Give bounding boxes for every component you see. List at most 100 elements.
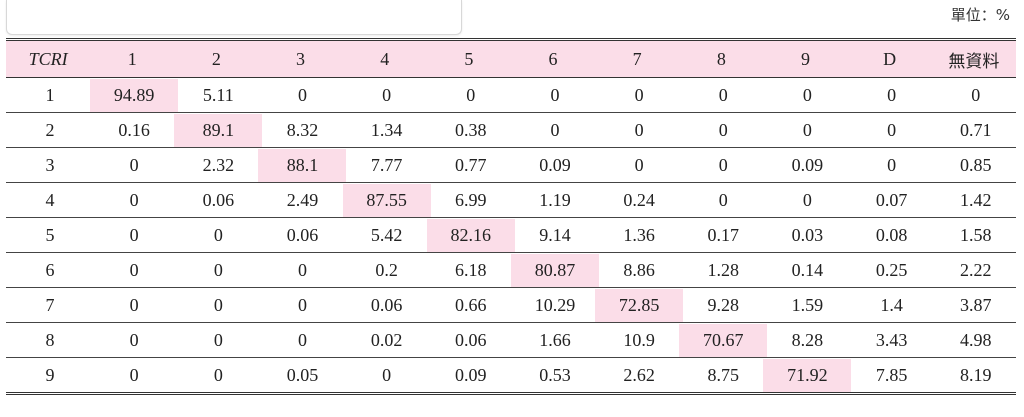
cell-value: 1.34 xyxy=(370,119,403,140)
table-cell: 0 xyxy=(426,77,511,113)
diagonal-cell-value: 88.1 xyxy=(258,148,347,182)
table-header: TCRI 1 2 3 4 5 6 7 8 9 D 無資料 xyxy=(6,39,1016,78)
cell-value: 5.11 xyxy=(202,84,234,105)
cell-value: 0.24 xyxy=(623,189,655,210)
table-cell: 0.09 xyxy=(763,147,848,183)
diagonal-cell-value: 72.85 xyxy=(595,288,684,322)
table-cell: 0.02 xyxy=(342,322,427,358)
cell-value: 0.38 xyxy=(455,119,487,140)
table-cell: 0.71 xyxy=(931,112,1016,148)
table-cell: 0.24 xyxy=(595,182,680,218)
table-cell: 87.55 xyxy=(342,182,431,218)
cell-value: 0 xyxy=(213,224,223,245)
cell-value: 0.02 xyxy=(370,329,403,350)
cell-value: 0 xyxy=(297,259,307,280)
table-row: 3 0 2.32 88.1 7.77 0.77 0.09 0 0 0.09 0 0.85 xyxy=(6,147,1016,183)
header-col-8: 8 xyxy=(679,39,764,78)
cell-value: 6.99 xyxy=(455,189,487,210)
cell-value: 4.98 xyxy=(959,329,992,350)
table-cell: 1.42 xyxy=(931,182,1016,218)
cell-value: 0.05 xyxy=(286,364,319,385)
cell-value: 0.14 xyxy=(791,259,824,280)
table-cell: 3.43 xyxy=(847,322,932,358)
header-col-9: 9 xyxy=(763,39,848,78)
cell-value: 0.09 xyxy=(791,154,824,175)
table-row: 6 0 0 0 0.2 6.18 80.87 8.86 1.28 0.14 0.25 2.22 xyxy=(6,252,1016,288)
header-tcri: TCRI xyxy=(6,39,91,78)
table-cell: 1.4 xyxy=(847,287,932,323)
table-cell: 88.1 xyxy=(258,147,347,183)
header-col-7: 7 xyxy=(595,39,680,78)
cell-value: 0 xyxy=(129,189,139,210)
cell-value: 0.03 xyxy=(791,224,824,245)
cell-value: 0 xyxy=(971,84,981,105)
row-label: 2 xyxy=(6,112,91,148)
table-cell: 0.06 xyxy=(426,322,511,358)
table-cell: 0.09 xyxy=(426,357,511,395)
cell-value: 0.85 xyxy=(959,154,992,175)
table-cell: 0 xyxy=(763,112,848,148)
cell-value: 1.59 xyxy=(791,294,824,315)
cell-value: 0 xyxy=(466,84,476,105)
cell-value: 0 xyxy=(297,294,307,315)
table-cell: 4.98 xyxy=(931,322,1016,358)
cell-value: 0.06 xyxy=(286,224,319,245)
cell-value: 0 xyxy=(213,329,223,350)
cell-value: 1 xyxy=(45,84,55,105)
header-col-4: 4 xyxy=(342,39,427,78)
cell-value: 2 xyxy=(45,119,55,140)
diagonal-cell-value: 87.55 xyxy=(342,183,431,217)
table-cell: 2.32 xyxy=(174,147,259,183)
table-cell: 0 xyxy=(258,322,343,358)
table-cell: 0.17 xyxy=(679,217,764,253)
cell-value: 0.66 xyxy=(455,294,487,315)
table-cell: 3.87 xyxy=(931,287,1016,323)
cell-value: 0.2 xyxy=(375,259,398,280)
cell-value: 0 xyxy=(634,84,644,105)
cell-value: 5.42 xyxy=(370,224,403,245)
row-label: 5 xyxy=(6,217,91,253)
table-row: 7 0 0 0 0.06 0.66 10.29 72.85 9.28 1.59 1.4 3.87 xyxy=(6,287,1016,323)
header-col-11: 無資料 xyxy=(931,39,1016,78)
table-cell: 2.22 xyxy=(931,252,1016,288)
cell-value: 10.9 xyxy=(623,329,655,350)
table-cell: 0 xyxy=(90,322,175,358)
cell-value: 5 xyxy=(45,224,55,245)
table-row: 9 0 0 0.05 0 0.09 0.53 2.62 8.75 71.92 7.85 8.19 xyxy=(6,357,1016,395)
table-cell: 1.58 xyxy=(931,217,1016,253)
cell-value: 0 xyxy=(213,259,223,280)
cell-value: 2.32 xyxy=(202,154,235,175)
cell-value: 9.28 xyxy=(707,294,740,315)
table-cell: 0 xyxy=(90,217,175,253)
cell-value: 0 xyxy=(297,84,307,105)
table-cell: 0 xyxy=(595,112,680,148)
table-row: 5 0 0 0.06 5.42 82.16 9.14 1.36 0.17 0.03 0.08 1.58 xyxy=(6,217,1016,253)
table-cell: 0.2 xyxy=(342,252,427,288)
table-cell: 1.28 xyxy=(679,252,764,288)
cell-value: 0 xyxy=(129,259,139,280)
table-cell: 1.59 xyxy=(763,287,848,323)
cell-value: 0.06 xyxy=(370,294,403,315)
cell-value: 0.07 xyxy=(875,189,908,210)
cell-value: 0 xyxy=(802,189,812,210)
cell-value: 0 xyxy=(887,154,897,175)
table-cell: 0 xyxy=(763,182,848,218)
header-col-3: 3 xyxy=(258,39,343,78)
row-label: 8 xyxy=(6,322,91,358)
table-cell: 0 xyxy=(510,77,596,113)
cell-value: 0.16 xyxy=(118,119,150,140)
table-cell: 0 xyxy=(763,77,848,113)
table-cell: 0 xyxy=(342,357,427,395)
table-cell: 1.36 xyxy=(595,217,680,253)
cell-value: 0 xyxy=(718,84,728,105)
row-label: 1 xyxy=(6,77,91,113)
cell-value: 0.53 xyxy=(539,364,571,385)
table-cell: 0 xyxy=(847,112,932,148)
diagonal-cell-value: 71.92 xyxy=(763,358,852,392)
table-cell: 8.32 xyxy=(258,112,343,148)
table-cell: 0 xyxy=(679,77,764,113)
transition-matrix-table: TCRI 1 2 3 4 5 6 7 8 9 D 無資料 1 94.89 5.11 0 0 0 0 0 0 0 0 0 2 0.… xyxy=(6,38,1016,395)
cell-value: 2.49 xyxy=(286,189,319,210)
diagonal-cell-value: 80.87 xyxy=(510,253,599,287)
diagonal-cell-value: 94.89 xyxy=(90,78,179,112)
